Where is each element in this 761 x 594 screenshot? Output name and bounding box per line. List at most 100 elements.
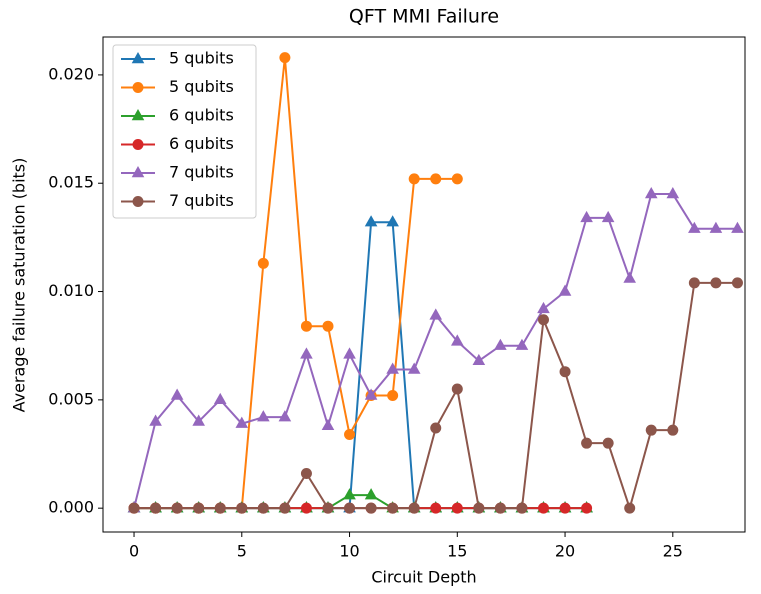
legend-label: 6 qubits <box>169 106 234 125</box>
marker <box>344 429 356 441</box>
y-tick-label: 0.015 <box>48 173 94 192</box>
marker <box>430 422 442 434</box>
x-tick-label: 15 <box>447 542 467 561</box>
marker <box>364 388 378 400</box>
marker <box>601 210 615 223</box>
marker <box>257 410 270 422</box>
marker <box>131 166 145 178</box>
marker <box>279 52 291 64</box>
marker <box>300 468 312 480</box>
series-line <box>134 221 587 510</box>
marker <box>131 109 145 121</box>
marker <box>386 362 399 374</box>
marker <box>451 383 463 395</box>
marker <box>558 284 572 296</box>
x-tick-label: 25 <box>663 542 683 561</box>
marker <box>132 82 144 93</box>
marker <box>300 347 313 359</box>
marker <box>343 347 356 359</box>
marker <box>364 488 378 500</box>
marker <box>365 502 377 514</box>
marker <box>624 502 636 514</box>
marker <box>214 502 226 514</box>
marker <box>430 173 442 185</box>
marker <box>408 173 420 185</box>
marker <box>429 308 443 320</box>
marker <box>408 502 420 514</box>
marker <box>132 139 144 150</box>
marker <box>192 414 205 426</box>
legend-label: 5 qubits <box>169 77 234 96</box>
y-tick-label: 0.000 <box>48 498 94 517</box>
legend-label: 7 qubits <box>169 163 234 182</box>
marker <box>623 271 637 283</box>
marker <box>322 502 334 514</box>
marker <box>278 410 292 422</box>
marker <box>559 502 571 514</box>
marker <box>344 502 356 514</box>
marker <box>193 502 205 514</box>
marker <box>257 502 269 514</box>
legend-label: 5 qubits <box>169 49 234 68</box>
marker <box>213 392 227 405</box>
marker <box>731 277 743 289</box>
marker <box>494 502 506 514</box>
plot-frame <box>102 36 746 533</box>
y-tick-label: 0.010 <box>48 281 94 300</box>
marker <box>559 366 571 378</box>
marker <box>537 301 550 314</box>
marker <box>581 502 593 514</box>
x-tick-label: 0 <box>129 542 139 561</box>
marker <box>171 502 183 514</box>
marker <box>494 338 507 350</box>
marker <box>132 196 144 207</box>
marker <box>516 502 528 514</box>
x-axis-label: Circuit Depth <box>371 568 476 587</box>
marker <box>451 502 463 514</box>
marker <box>688 277 700 289</box>
marker <box>515 338 529 350</box>
marker <box>322 320 334 332</box>
y-tick-label: 0.005 <box>48 389 94 408</box>
marker <box>581 437 593 449</box>
marker <box>131 52 145 64</box>
marker <box>387 390 399 402</box>
marker <box>450 334 464 346</box>
marker <box>430 502 442 514</box>
series-line <box>133 193 738 509</box>
marker <box>473 502 485 514</box>
x-tick-label: 5 <box>237 542 247 561</box>
marker <box>407 362 421 374</box>
marker <box>343 488 356 500</box>
marker <box>170 388 184 400</box>
marker <box>688 221 701 233</box>
marker <box>602 437 614 449</box>
legend-label: 7 qubits <box>169 191 234 210</box>
marker <box>300 502 312 514</box>
marker <box>321 418 335 431</box>
y-tick-label: 0.020 <box>48 64 94 83</box>
marker <box>235 416 249 428</box>
marker <box>451 173 463 185</box>
marker <box>472 353 486 366</box>
marker <box>580 210 593 223</box>
marker <box>666 187 680 199</box>
marker <box>731 221 744 233</box>
x-tick-label: 20 <box>555 542 575 561</box>
marker <box>149 414 162 426</box>
marker <box>709 221 723 233</box>
marker <box>710 277 722 289</box>
marker <box>236 502 248 514</box>
marker <box>300 320 312 332</box>
x-tick-label: 10 <box>339 542 359 561</box>
marker <box>537 502 549 514</box>
marker <box>128 502 140 514</box>
marker <box>386 215 399 227</box>
marker <box>667 424 679 436</box>
marker <box>257 257 269 269</box>
marker <box>644 187 658 199</box>
y-axis-label: Average failure saturation (bits) <box>10 158 29 413</box>
marker <box>387 502 399 514</box>
legend-label: 6 qubits <box>169 134 234 153</box>
